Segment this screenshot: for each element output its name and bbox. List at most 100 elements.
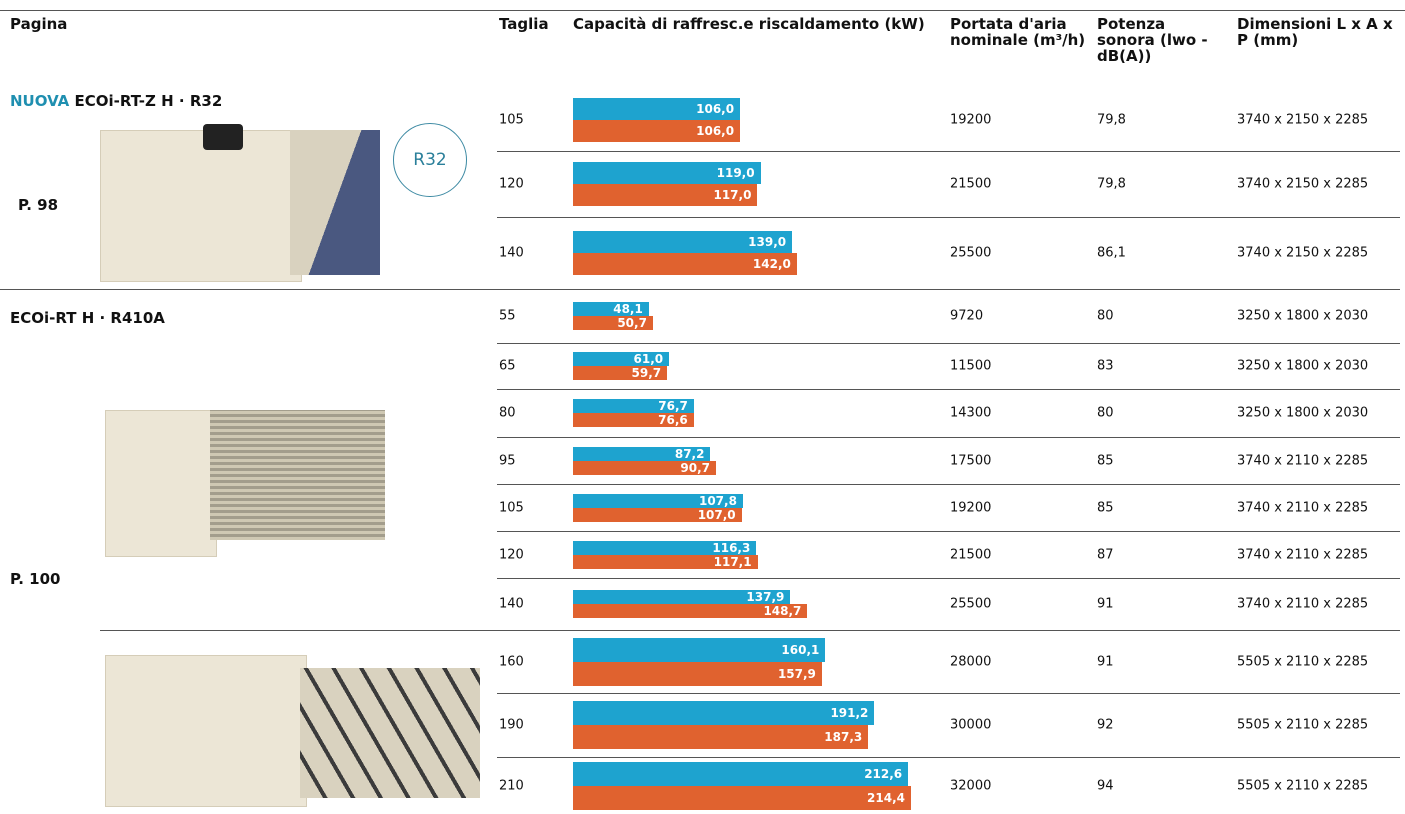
refrigerant-badge: R32 xyxy=(393,123,467,197)
bar-label: 106,0 xyxy=(696,124,735,138)
size: 140 xyxy=(499,596,524,612)
row-rule xyxy=(497,693,1400,694)
row-rule xyxy=(497,343,1400,344)
bar-cooling: 139,0 xyxy=(573,231,793,253)
sound: 83 xyxy=(1097,358,1114,374)
sound: 92 xyxy=(1097,717,1114,733)
bar-label: 187,3 xyxy=(824,730,863,744)
product-image xyxy=(105,410,217,557)
size: 105 xyxy=(499,112,524,128)
bar-label: 107,8 xyxy=(698,493,737,508)
bar-label: 107,0 xyxy=(697,507,736,522)
dims: 5505 x 2110 x 2285 xyxy=(1237,654,1369,669)
row-rule xyxy=(497,437,1400,438)
dims: 3250 x 1800 x 2030 xyxy=(1237,308,1369,324)
size: 55 xyxy=(499,308,516,324)
airflow: 21500 xyxy=(950,547,992,562)
sound: 94 xyxy=(1097,778,1114,794)
size: 190 xyxy=(499,717,524,733)
airflow: 32000 xyxy=(950,778,992,794)
bar-label: 139,0 xyxy=(748,235,787,249)
bar-cooling: 48,1 xyxy=(573,302,649,316)
dims: 3740 x 2110 x 2285 xyxy=(1237,453,1369,468)
page-ref: P. 100 xyxy=(10,570,61,588)
size: 160 xyxy=(499,654,524,669)
airflow: 25500 xyxy=(950,245,992,261)
bar-heating: 50,7 xyxy=(573,316,653,330)
airflow: 14300 xyxy=(950,405,992,421)
bar-cooling: 191,2 xyxy=(573,701,875,725)
section-title: NUOVA ECOi-RT-Z H · R32 xyxy=(10,92,222,110)
dims: 3740 x 2150 x 2285 xyxy=(1237,176,1369,192)
size: 105 xyxy=(499,500,524,515)
sound: 80 xyxy=(1097,308,1114,324)
sound: 85 xyxy=(1097,453,1114,468)
size: 140 xyxy=(499,245,524,261)
row-rule xyxy=(497,757,1400,758)
bar-label: 117,1 xyxy=(713,554,752,569)
bar-label: 116,3 xyxy=(712,540,751,555)
header-airflow: Portata d'aria nominale (m³/h) xyxy=(950,15,1086,49)
row-rule xyxy=(497,531,1400,532)
sound: 85 xyxy=(1097,500,1114,515)
sound: 80 xyxy=(1097,405,1114,421)
row-rule xyxy=(497,578,1400,579)
dims: 3740 x 2150 x 2285 xyxy=(1237,245,1369,261)
airflow: 28000 xyxy=(950,654,992,669)
product-image xyxy=(100,130,302,282)
bar-label: 119,0 xyxy=(716,166,755,180)
size: 210 xyxy=(499,778,524,794)
header-size: Taglia xyxy=(499,15,549,33)
bar-heating: 90,7 xyxy=(573,460,716,475)
dims: 3740 x 2110 x 2285 xyxy=(1237,596,1369,612)
size: 65 xyxy=(499,358,516,374)
bar-cooling: 116,3 xyxy=(573,540,757,555)
bar-label: 212,6 xyxy=(864,767,903,781)
airflow: 19200 xyxy=(950,112,992,128)
top-rule xyxy=(0,10,1405,11)
page-ref: P. 98 xyxy=(18,196,59,214)
product-image xyxy=(300,668,480,798)
airflow: 19200 xyxy=(950,500,992,515)
row-rule xyxy=(100,630,1400,631)
bar-cooling: 212,6 xyxy=(573,762,909,786)
airflow: 17500 xyxy=(950,453,992,468)
bar-cooling: 106,0 xyxy=(573,98,741,120)
sound: 91 xyxy=(1097,654,1114,669)
sound: 79,8 xyxy=(1097,176,1126,192)
size: 95 xyxy=(499,453,516,468)
dims: 3250 x 1800 x 2030 xyxy=(1237,405,1369,421)
bar-heating: 107,0 xyxy=(573,507,742,522)
sound: 87 xyxy=(1097,547,1114,562)
bar-heating: 76,6 xyxy=(573,413,694,427)
bar-label: 48,1 xyxy=(613,302,643,316)
dims: 5505 x 2110 x 2285 xyxy=(1237,717,1369,733)
bar-label: 87,2 xyxy=(674,446,705,461)
header-sound: Potenza sonora (lwo - dB(A)) xyxy=(1097,15,1208,65)
header-page: Pagina xyxy=(10,15,68,33)
bar-label: 214,4 xyxy=(867,791,905,805)
bar-cooling: 61,0 xyxy=(573,352,670,366)
product-image xyxy=(105,655,307,807)
size: 80 xyxy=(499,405,516,421)
bar-label: 142,0 xyxy=(752,257,791,271)
bar-cooling: 137,9 xyxy=(573,590,791,604)
size: 120 xyxy=(499,547,524,562)
dims: 5505 x 2110 x 2285 xyxy=(1237,778,1369,794)
product-fan xyxy=(203,124,243,150)
sound: 79,8 xyxy=(1097,112,1126,128)
row-rule xyxy=(0,289,1400,290)
row-rule xyxy=(497,151,1400,152)
dims: 3740 x 2110 x 2285 xyxy=(1237,547,1369,562)
bar-cooling: 107,8 xyxy=(573,493,743,508)
dims: 3740 x 2150 x 2285 xyxy=(1237,112,1369,128)
bar-label: 59,7 xyxy=(631,366,662,380)
bar-heating: 117,0 xyxy=(573,184,758,206)
bar-label: 76,7 xyxy=(658,399,688,413)
badge: NUOVA xyxy=(10,92,70,110)
airflow: 30000 xyxy=(950,717,992,733)
bar-heating: 148,7 xyxy=(573,604,808,618)
bar-label: 76,6 xyxy=(658,413,688,427)
airflow: 11500 xyxy=(950,358,992,374)
